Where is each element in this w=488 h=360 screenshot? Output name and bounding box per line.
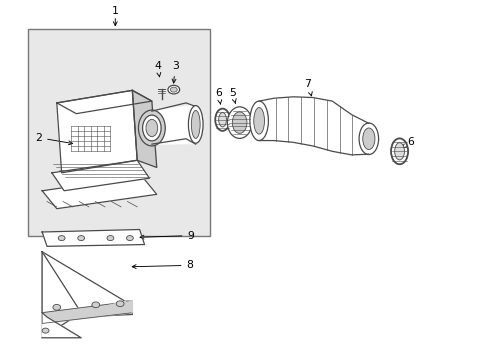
Ellipse shape: [218, 113, 226, 127]
Ellipse shape: [394, 143, 404, 160]
Polygon shape: [42, 229, 144, 246]
Ellipse shape: [249, 101, 268, 140]
Text: 7: 7: [304, 79, 312, 96]
Ellipse shape: [138, 110, 165, 146]
Circle shape: [78, 235, 84, 240]
Polygon shape: [42, 252, 132, 318]
Ellipse shape: [232, 112, 246, 134]
Text: 6: 6: [215, 88, 222, 104]
Polygon shape: [132, 90, 157, 167]
Circle shape: [170, 87, 177, 92]
Circle shape: [126, 235, 133, 240]
Ellipse shape: [142, 115, 161, 141]
Polygon shape: [52, 160, 149, 191]
Circle shape: [116, 301, 124, 307]
Text: 2: 2: [35, 133, 72, 145]
Polygon shape: [57, 90, 137, 173]
Ellipse shape: [358, 123, 378, 154]
Polygon shape: [42, 176, 157, 209]
Polygon shape: [152, 105, 193, 144]
Polygon shape: [42, 313, 81, 338]
Circle shape: [42, 328, 49, 333]
Text: 4: 4: [154, 61, 161, 77]
Circle shape: [53, 305, 61, 310]
Text: 6: 6: [401, 137, 413, 148]
Ellipse shape: [362, 128, 374, 149]
Bar: [27, 30, 210, 235]
Text: 1: 1: [112, 6, 119, 17]
Ellipse shape: [215, 109, 229, 131]
Ellipse shape: [146, 120, 158, 136]
Polygon shape: [42, 301, 132, 323]
Ellipse shape: [253, 108, 264, 134]
Circle shape: [92, 302, 100, 308]
Text: 5: 5: [229, 88, 236, 104]
Circle shape: [107, 235, 114, 240]
Circle shape: [58, 235, 65, 240]
Polygon shape: [42, 252, 81, 338]
Text: 3: 3: [171, 61, 178, 83]
Ellipse shape: [227, 107, 251, 138]
Polygon shape: [259, 97, 368, 155]
Polygon shape: [57, 90, 152, 114]
Text: 9: 9: [140, 231, 194, 240]
Ellipse shape: [191, 111, 200, 138]
Text: 8: 8: [132, 260, 193, 270]
Ellipse shape: [390, 138, 407, 164]
Polygon shape: [81, 301, 132, 313]
Ellipse shape: [188, 105, 203, 143]
Circle shape: [167, 85, 179, 94]
